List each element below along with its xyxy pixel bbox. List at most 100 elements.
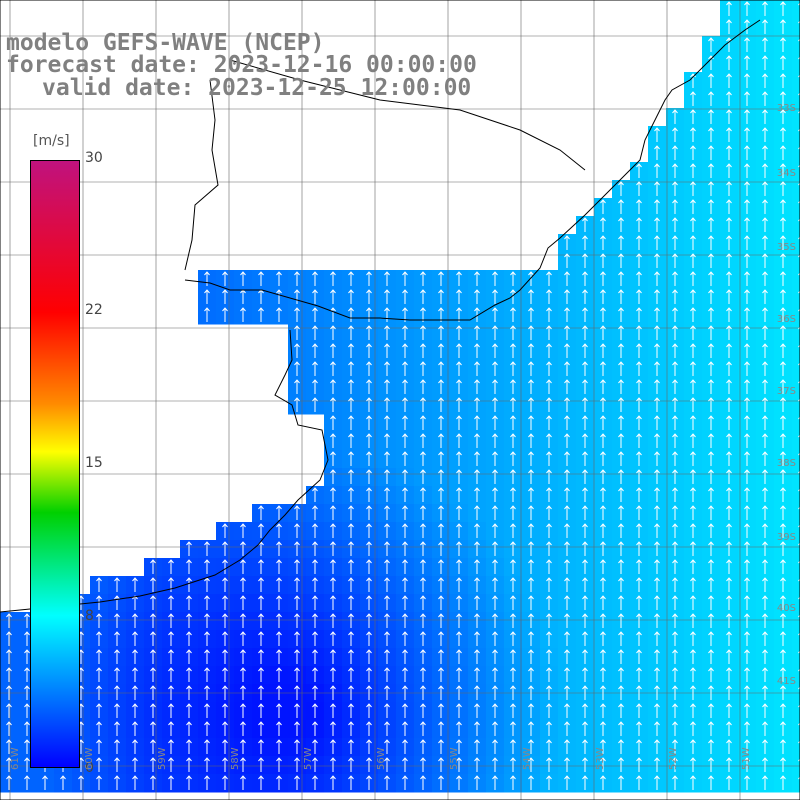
wind-arrow bbox=[780, 91, 786, 106]
wind-arrow bbox=[618, 325, 624, 340]
wind-arrow bbox=[582, 469, 588, 484]
wind-arrow bbox=[600, 325, 606, 340]
wind-arrow bbox=[618, 541, 624, 556]
wind-arrow bbox=[276, 631, 282, 646]
wind-arrow bbox=[150, 667, 156, 682]
wind-arrow bbox=[564, 739, 570, 754]
wind-arrow bbox=[726, 181, 732, 196]
wind-arrow bbox=[420, 361, 426, 376]
wind-arrow bbox=[564, 235, 570, 250]
wind-arrow bbox=[312, 487, 318, 502]
wind-arrow bbox=[780, 685, 786, 700]
wind-arrow bbox=[672, 505, 678, 520]
wind-arrow bbox=[6, 667, 12, 682]
wind-arrow bbox=[438, 703, 444, 718]
wind-arrow bbox=[798, 110, 800, 114]
wind-arrow bbox=[258, 577, 264, 592]
wind-arrow bbox=[690, 235, 696, 250]
wind-arrow bbox=[510, 361, 516, 376]
wind-arrow bbox=[582, 775, 588, 790]
wind-arrow bbox=[510, 433, 516, 448]
wind-arrow bbox=[312, 505, 318, 520]
wind-arrow bbox=[348, 325, 354, 340]
wind-cell bbox=[792, 702, 800, 721]
wind-arrow bbox=[708, 109, 714, 124]
wind-arrow bbox=[456, 433, 462, 448]
wind-arrow bbox=[582, 739, 588, 754]
wind-arrow bbox=[618, 505, 624, 520]
wind-arrow bbox=[510, 541, 516, 556]
wind-arrow bbox=[762, 163, 768, 178]
lon-label: 55W bbox=[449, 747, 460, 770]
wind-arrow bbox=[726, 55, 732, 70]
wind-arrow bbox=[780, 433, 786, 448]
wind-arrow bbox=[366, 775, 372, 790]
wind-arrow bbox=[726, 127, 732, 142]
wind-arrow bbox=[438, 523, 444, 538]
wind-arrow bbox=[510, 451, 516, 466]
wind-arrow bbox=[582, 505, 588, 520]
wind-arrow bbox=[294, 343, 300, 358]
wind-arrow bbox=[96, 703, 102, 718]
wind-arrow bbox=[672, 217, 678, 232]
wind-arrow bbox=[6, 775, 12, 790]
wind-arrow bbox=[492, 379, 498, 394]
wind-arrow bbox=[744, 577, 750, 592]
wind-arrow bbox=[762, 1, 768, 16]
wind-arrow bbox=[618, 613, 624, 628]
wind-arrow bbox=[672, 523, 678, 538]
wind-arrow bbox=[240, 721, 246, 736]
wind-arrow bbox=[672, 631, 678, 646]
wind-arrow bbox=[438, 469, 444, 484]
wind-arrow bbox=[672, 415, 678, 430]
wind-arrow bbox=[762, 271, 768, 286]
wind-arrow bbox=[384, 595, 390, 610]
wind-arrow bbox=[564, 325, 570, 340]
wind-arrow bbox=[546, 577, 552, 592]
wind-arrow bbox=[726, 739, 732, 754]
wind-arrow bbox=[726, 217, 732, 232]
wind-arrow bbox=[456, 703, 462, 718]
wind-arrow bbox=[726, 361, 732, 376]
wind-arrow bbox=[222, 721, 228, 736]
lon-label: 61W bbox=[10, 747, 21, 770]
wind-arrow bbox=[618, 577, 624, 592]
wind-arrow bbox=[348, 415, 354, 430]
wind-arrow bbox=[438, 559, 444, 574]
wind-arrow bbox=[438, 451, 444, 466]
wind-arrow bbox=[582, 307, 588, 322]
wind-arrow bbox=[780, 703, 786, 718]
wind-arrow bbox=[438, 289, 444, 304]
wind-arrow bbox=[348, 595, 354, 610]
wind-arrow bbox=[654, 181, 660, 196]
wind-arrow bbox=[744, 487, 750, 502]
wind-arrow bbox=[726, 397, 732, 412]
wind-arrow bbox=[546, 451, 552, 466]
wind-arrow bbox=[564, 577, 570, 592]
wind-arrow bbox=[474, 757, 480, 772]
wind-cell bbox=[792, 432, 800, 451]
wind-arrow bbox=[618, 595, 624, 610]
wind-arrow bbox=[726, 343, 732, 358]
wind-arrow bbox=[438, 487, 444, 502]
wind-arrow bbox=[744, 685, 750, 700]
wind-arrow bbox=[690, 379, 696, 394]
wind-arrow bbox=[636, 667, 642, 682]
wind-arrow bbox=[726, 523, 732, 538]
wind-arrow bbox=[348, 757, 354, 772]
wind-arrow bbox=[546, 541, 552, 556]
wind-arrow bbox=[600, 487, 606, 502]
wind-arrow bbox=[402, 505, 408, 520]
wind-arrow bbox=[168, 577, 174, 592]
wind-arrow bbox=[384, 739, 390, 754]
wind-arrow bbox=[330, 541, 336, 556]
wind-cell bbox=[792, 414, 800, 433]
wind-arrow bbox=[402, 775, 408, 790]
wind-arrow bbox=[546, 433, 552, 448]
wind-arrow bbox=[654, 595, 660, 610]
wind-arrow bbox=[60, 775, 66, 790]
wind-arrow bbox=[186, 649, 192, 664]
wind-arrow bbox=[474, 739, 480, 754]
wind-arrow bbox=[330, 595, 336, 610]
